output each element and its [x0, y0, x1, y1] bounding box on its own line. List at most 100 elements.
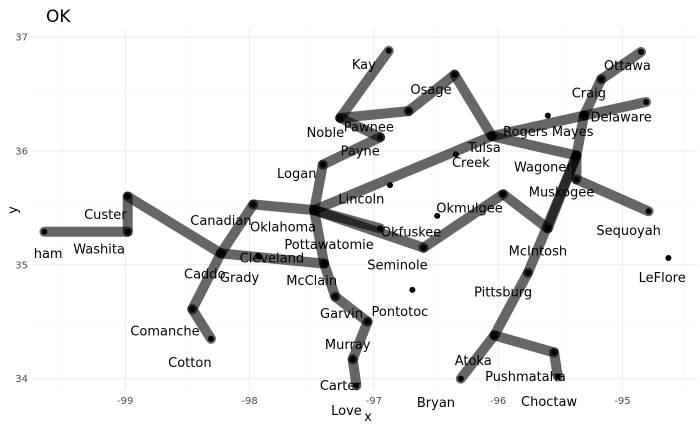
network-edge: [347, 316, 373, 365]
county-label: Tulsa: [467, 141, 501, 156]
county-label: Atoka: [455, 354, 492, 369]
county-label: Ottawa: [604, 59, 651, 74]
county-label: Seminole: [367, 258, 427, 273]
node-layer: [41, 47, 672, 389]
network-edge: [309, 131, 497, 216]
county-label: Garvin: [320, 307, 363, 322]
county-label-layer: Kay Osage Ottawa Craig Delaware Noble Pawnee Pa…: [34, 58, 686, 419]
network-edge: [418, 189, 509, 253]
network-edge: [498, 189, 553, 234]
chart-title: OK: [46, 7, 71, 27]
county-label: Pittsburg: [474, 286, 532, 301]
network-edge: [347, 354, 362, 391]
network-edge: [571, 174, 654, 217]
plot-panel: Kay Osage Ottawa Craig Delaware Noble Pawnee Pa…: [32, 28, 697, 419]
county-point: [377, 134, 384, 141]
county-point: [544, 225, 551, 232]
county-point: [598, 76, 605, 83]
county-point: [638, 48, 645, 55]
county-point: [500, 191, 507, 198]
county-label: Comanche: [130, 324, 199, 339]
network-edge: [309, 159, 328, 216]
county-label: Pawnee: [344, 121, 394, 136]
network-edge: [578, 96, 652, 121]
county-label: Canadian: [190, 214, 251, 229]
county-point: [124, 193, 131, 200]
county-point: [332, 293, 339, 300]
network-edge: [571, 110, 589, 161]
county-label: Osage: [410, 83, 451, 98]
county-point: [452, 151, 459, 158]
county-label: Creek: [452, 156, 490, 171]
y-tick-label: 37: [15, 33, 28, 44]
x-tick-label: -99: [117, 396, 133, 407]
county-point: [386, 182, 393, 189]
county-point: [189, 306, 196, 313]
county-point: [665, 254, 672, 261]
county-label: McIntosh: [509, 245, 568, 260]
county-point: [353, 382, 360, 389]
network-edge: [486, 110, 589, 142]
county-point: [364, 318, 371, 325]
county-label: Craig: [572, 86, 606, 101]
county-label: Kay: [352, 58, 376, 73]
county-point: [420, 244, 427, 251]
network-edge: [489, 267, 533, 341]
network-edge: [596, 46, 647, 85]
county-label: Grady: [220, 271, 260, 286]
county-label: Pottawatomie: [284, 238, 373, 253]
network-edge: [215, 248, 330, 269]
network-edge: [335, 45, 394, 123]
network-edge: [309, 205, 330, 269]
county-label: Okmulgee: [436, 201, 503, 216]
county-label: Custer: [84, 208, 127, 223]
network-edge: [489, 330, 560, 358]
county-point: [321, 260, 328, 267]
county-point: [124, 228, 131, 235]
county-label: Muskogee: [529, 185, 595, 200]
county-point: [451, 71, 458, 78]
county-point: [385, 47, 392, 54]
network-edge: [486, 131, 582, 161]
county-label: ham: [34, 247, 63, 262]
network-edge: [317, 132, 386, 170]
network-edge: [335, 106, 414, 123]
county-label: Cleveland: [240, 251, 304, 266]
county-label: Bryan: [417, 396, 455, 411]
county-label: LeFlore: [639, 271, 686, 286]
county-point: [645, 208, 652, 215]
county-label: Carter: [320, 379, 361, 394]
county-label: Lincoln: [338, 192, 384, 207]
network-edge: [248, 199, 320, 216]
network-edge: [187, 304, 216, 344]
county-point: [217, 250, 224, 257]
county-label: Murray: [325, 338, 371, 353]
county-point: [250, 201, 257, 208]
county-label: Love: [331, 404, 362, 419]
county-label: McClain: [286, 274, 337, 289]
county-point: [405, 108, 412, 115]
county-point: [409, 286, 416, 293]
y-tick-label: 34: [15, 374, 28, 385]
county-point: [643, 98, 650, 105]
county-label: Oklahoma: [250, 221, 316, 236]
county-point: [41, 228, 48, 235]
county-label: Sequoyah: [596, 224, 661, 239]
county-label: Cotton: [168, 356, 211, 371]
network-edge: [449, 69, 497, 142]
edge-layer: [39, 45, 654, 391]
x-tick-label: -95: [614, 396, 630, 407]
county-point: [337, 114, 344, 121]
county-label: Payne: [341, 144, 380, 159]
county-point: [207, 335, 214, 342]
county-point: [544, 112, 551, 119]
county-label: Logan: [277, 167, 316, 182]
county-label: Pushmataha: [485, 370, 566, 385]
county-point: [524, 269, 531, 276]
y-axis-label: y: [6, 206, 21, 214]
county-point: [255, 252, 262, 259]
county-point: [377, 225, 384, 232]
network-edge: [319, 258, 341, 302]
county-point: [580, 112, 587, 119]
